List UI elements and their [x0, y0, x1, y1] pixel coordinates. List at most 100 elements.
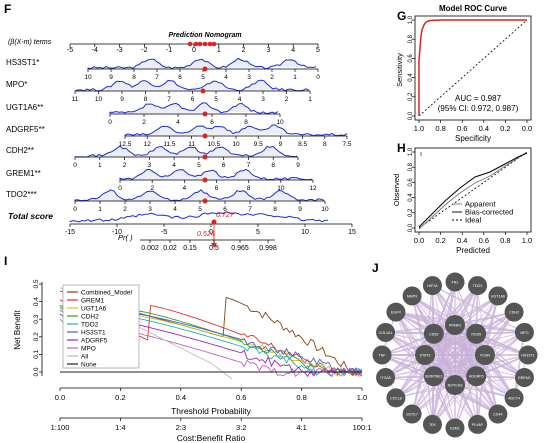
roc-title: Model ROC Curve — [439, 4, 508, 13]
total-axis-tick-label: 5 — [256, 229, 260, 236]
variable-label: UGT1A6** — [6, 103, 43, 112]
network-node-circle — [372, 345, 392, 365]
dca-y-tick-label: 0.2 — [33, 332, 40, 341]
dca-legend-box — [62, 284, 140, 369]
variable-tick-label: 8 — [271, 162, 275, 169]
variable-tick-label: 8 — [247, 185, 251, 192]
total-axis-tick-label: -15 — [65, 229, 75, 236]
variable-tick-label: 0 — [316, 74, 320, 81]
probability-tick-label: 0.02 — [163, 245, 177, 252]
dca-ylabel: Net Benefit — [13, 309, 22, 349]
network-node-label: CXCL8 — [390, 396, 402, 400]
network-node-label: ADGRF5 — [469, 375, 484, 379]
dca-cost-tick-label: 1:4 — [115, 423, 125, 432]
network-node: HS3ST1 — [518, 345, 538, 365]
dca-y-tick-label: 0.1 — [33, 350, 40, 359]
network-node-circle — [445, 272, 465, 292]
dca-legend-label: None — [81, 362, 97, 369]
network-edge — [433, 333, 515, 399]
variable-label: CDH2** — [6, 146, 34, 155]
network-node-label: HS3ST1 — [521, 354, 535, 358]
network-node: HIF1A — [422, 276, 442, 296]
variable-row: ADGRF5** 12.5 12 11.5 11 10.5 10 9.5 9 8.5 8 7.5 — [6, 124, 352, 148]
calibration-legend-label: Ideal — [465, 216, 482, 225]
network-node-label: ITGA5 — [380, 376, 390, 380]
calibration-x-tick-label: 0.6 — [479, 236, 489, 245]
points-axis-tick-label: -1 — [166, 47, 172, 54]
dca-x-tick-label: 0.4 — [176, 393, 186, 402]
points-axis-tick-label: 0 — [192, 47, 196, 54]
dca-y-tick-label: 0.5 — [33, 279, 40, 288]
dca-cost-tick-label: 2:3 — [176, 423, 186, 432]
calibration-x-tick-label: 0.0 — [414, 236, 424, 245]
network-node-circle — [386, 302, 406, 322]
network-node: COL1A1 — [376, 322, 396, 342]
variable-tick-label: 2 — [142, 119, 146, 126]
network-node-circle — [514, 368, 534, 388]
probability-tick-label: 0.965 — [231, 245, 249, 252]
network-node-label: SOX17 — [406, 413, 418, 417]
variable-tick-label: 10 — [321, 206, 329, 213]
total-axis-tick-label: 10 — [301, 229, 309, 236]
variable-tick-label: 4 — [173, 206, 177, 213]
network-node-circle — [488, 404, 508, 424]
points-value-dot — [197, 41, 203, 47]
roc-diagonal — [418, 19, 528, 117]
dca-legend-label: CDH2 — [81, 314, 99, 321]
roc-panel: G Model ROC Curve 0.00.20.40.60.81.01.0 0… — [395, 4, 532, 143]
variable-tick-label: 8 — [132, 74, 136, 81]
panel-label-i: I — [4, 254, 7, 268]
network-edge — [381, 354, 499, 415]
variable-tick-label: 7 — [247, 162, 251, 169]
calibration-y-tick-label: 1.0 — [408, 147, 414, 156]
network-node: UGT1A6 — [488, 286, 508, 306]
network-edge — [411, 295, 515, 399]
variable-tick-label: 7 — [167, 96, 171, 103]
network-node-label: SERPINE1 — [425, 375, 443, 379]
variable-tick-label: 4 — [238, 96, 242, 103]
network-node-circle — [445, 375, 465, 395]
total-axis-tick-label: -10 — [112, 229, 122, 236]
variable-tick-label: 3 — [148, 162, 152, 169]
network-node-circle — [415, 345, 435, 365]
variable-tick-label: 7.5 — [342, 141, 351, 148]
network-node-label: COL1A1 — [379, 331, 393, 335]
variable-tick-label: 6 — [191, 96, 195, 103]
variable-tick-label: 1 — [293, 74, 297, 81]
variable-value-dot — [202, 198, 208, 204]
points-axis-tick-label: 2 — [242, 47, 246, 54]
variable-tick-label: 8.5 — [298, 141, 307, 148]
calibration-legend-label: Apparent — [465, 200, 496, 209]
probability-tick-label: 0.5 — [209, 245, 219, 252]
variable-tick-label: 0 — [73, 206, 77, 213]
network-node: GREM1 — [514, 368, 534, 388]
variable-tick-label: 6 — [210, 119, 214, 126]
variable-density — [109, 102, 279, 115]
calibration-panel: H 0.0 0.2 0.4 0.6 0.8 1.0 0.0 0.2 0.4 0.6 0.8 1.0 A… — [392, 141, 532, 255]
network-node: ESM1 — [445, 418, 465, 438]
dca-x-tick-label: 1.0 — [357, 393, 367, 402]
roc-y-tick-label: 0.8 — [408, 34, 414, 43]
panel-label-h: H — [397, 141, 406, 155]
variable-row: TDO2*** 0 1 2 3 4 5 6 7 8 9 10 — [6, 189, 329, 213]
variable-tick-label: 6 — [215, 185, 219, 192]
variable-tick-label: 4 — [224, 74, 228, 81]
calibration-x-tick-label: 0.2 — [435, 236, 445, 245]
dca-legend: Combined_ModelGREM1UGT1A6CDH2TDO2HS3ST1A… — [62, 284, 140, 369]
network-node-circle — [402, 286, 422, 306]
network-node-label: FN1 — [452, 281, 459, 285]
points-axis-tick-label: 4 — [291, 47, 295, 54]
points-axis-tick-label: 3 — [266, 47, 270, 54]
network-node-label: MPO — [520, 331, 528, 335]
calibration-x-tick-label: 1.0 — [522, 236, 532, 245]
points-axis-tick-label: -5 — [67, 47, 73, 54]
dca-legend-label: ADGRF5 — [81, 338, 108, 345]
variable-tick-label: 3 — [261, 96, 265, 103]
network-node-label: PLVAP — [472, 423, 484, 427]
variable-tick-label: 2 — [285, 96, 289, 103]
dca-x-tick-label: 0.2 — [115, 393, 125, 402]
variable-row: CDH2** 0 1 2 3 4 5 6 7 8 9 — [6, 145, 300, 169]
variable-value-dot — [202, 66, 208, 72]
network-edge — [477, 285, 486, 356]
